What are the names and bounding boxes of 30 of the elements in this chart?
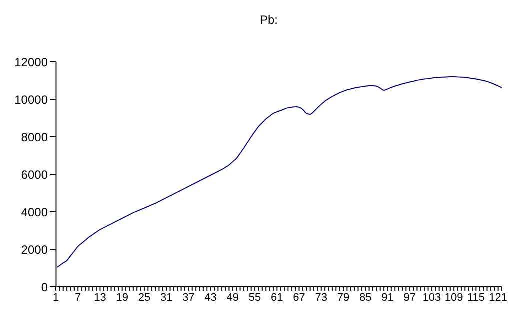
y-tick-label: 2000	[21, 242, 48, 257]
chart-title: Pb:	[258, 12, 279, 29]
x-tick-label: 61	[271, 292, 284, 304]
x-tick-label: 49	[226, 292, 240, 304]
y-tick-label: 0	[41, 280, 48, 294]
y-tick-label: 6000	[21, 168, 48, 182]
x-tick-label: 31	[160, 292, 173, 304]
x-tick-label: 43	[204, 292, 217, 304]
x-tick-label: 55	[248, 292, 262, 304]
x-tick-label: 73	[315, 292, 328, 304]
x-tick-label: 103	[422, 292, 442, 304]
x-tick-label: 109	[444, 292, 464, 304]
y-tick-label: 8000	[21, 130, 48, 144]
x-tick-label: 97	[404, 292, 416, 304]
x-tick-label: 37	[182, 292, 195, 304]
y-tick-label: 12000	[14, 55, 48, 70]
x-tick-label: 67	[293, 292, 306, 304]
x-tick-label: 79	[337, 292, 350, 304]
x-tick-label: 19	[116, 292, 128, 304]
x-tick-label: 7	[75, 292, 82, 304]
x-tick-label: 115	[467, 292, 485, 304]
x-tick-label: 121	[489, 292, 508, 304]
y-tick-label: 10000	[14, 92, 48, 107]
x-tick-label: 1	[52, 292, 60, 304]
x-tick-label: 25	[138, 292, 151, 304]
line-series	[56, 76, 502, 269]
x-tick-label: 91	[382, 292, 394, 304]
x-tick-label: 85	[359, 292, 372, 304]
x-tick-label: 13	[94, 292, 106, 304]
y-tick-label: 4000	[21, 205, 48, 220]
